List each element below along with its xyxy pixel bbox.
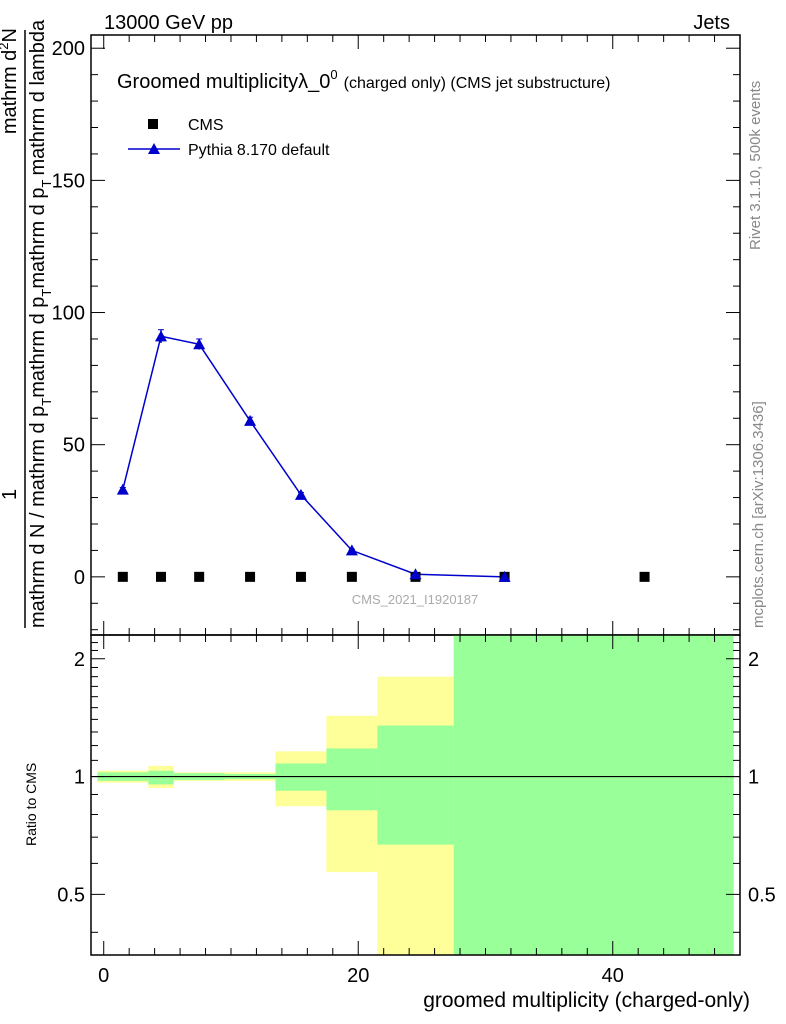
main-data-layer [116, 329, 650, 582]
ylabel-den-b: mathrm d p [27, 297, 49, 398]
ylabel-den-c-sub: T [39, 180, 54, 188]
ratio-y-tick-label-right: 0.5 [748, 884, 776, 906]
ylabel-den-b-sub: T [39, 289, 54, 297]
ratio-plot-frame [90, 634, 741, 956]
ylabel-den-c: mathrm d p [27, 188, 49, 289]
ratio-y-tick-label-right: 1 [748, 767, 759, 789]
pythia-data-point [294, 488, 307, 500]
main-y-tick-label: 100 [52, 303, 85, 325]
legend-pythia-label: Pythia 8.170 default [188, 142, 330, 159]
main-y-tick-label: 200 [52, 38, 85, 60]
cms-data-point [639, 571, 650, 582]
x-tick-label: 20 [347, 965, 369, 987]
plot-title: Groomed multiplicityλ_00 (charged only) (… [117, 67, 610, 93]
main-y-tick-label: 150 [52, 170, 85, 192]
ylabel-den-a-sub: T [39, 398, 54, 406]
pythia-data-point [244, 414, 257, 426]
ratio-band-green [453, 635, 734, 955]
ratio-y-tick-label: 0.5 [57, 884, 85, 906]
ratio-plot-panel: 0.5 0.51 12 20 20 40 Ratio to CMS groomed mul… [23, 634, 776, 1012]
cms-data-point [155, 571, 166, 582]
process-label: Jets [693, 12, 730, 34]
ratio-axis-ticks: 0.5 0.51 12 20 20 40 [57, 635, 776, 987]
legend-cms-marker [148, 119, 158, 129]
pythia-data-point [154, 330, 167, 342]
main-axis-ticks: 0 50 100 150 200 [52, 35, 740, 635]
ylabel-numerator: mathrm d2N [0, 28, 21, 134]
watermark: CMS_2021_I1920187 [352, 592, 479, 607]
pythia-data-point [409, 568, 422, 580]
pythia-data-point [193, 338, 206, 350]
plot-title-superscript: 0 [330, 67, 337, 82]
cms-data-point [117, 571, 128, 582]
energy-label: 13000 GeV pp [104, 12, 233, 34]
ratio-y-tick-label: 1 [74, 767, 85, 789]
cms-data-point [245, 571, 256, 582]
cms-data-point [194, 571, 205, 582]
legend-cms-label: CMS [188, 117, 224, 134]
pythia-data-point [345, 544, 358, 556]
mcplots-label: mcplots.cern.ch [arXiv:1306.3436] [750, 401, 767, 628]
plot-title-symbol: λ_0 [298, 71, 330, 93]
ratio-y-label: Ratio to CMS [23, 763, 39, 846]
legend: CMS Pythia 8.170 default [128, 117, 330, 159]
ratio-band-green [148, 770, 174, 785]
pythia-data-point [116, 483, 129, 495]
ylabel-num-top-rest: N [0, 28, 21, 42]
cms-data-point [346, 571, 357, 582]
ratio-band-green [377, 725, 454, 845]
ylabel-num-top: mathrm d [0, 50, 21, 134]
legend-pythia-marker [148, 143, 160, 154]
main-plot-panel: 0 50 100 150 200 CMS_2021_I1920187 Groomed m… [0, 19, 741, 636]
plot-title-main: Groomed multiplicity [117, 71, 298, 93]
ratio-y-tick-label: 2 [74, 649, 85, 671]
ylabel-num-top-sup: 2 [0, 42, 11, 49]
x-tick-label: 0 [98, 965, 109, 987]
rivet-label: Rivet 3.1.10, 500k events [747, 81, 764, 250]
ylabel-denominator: mathrm d N / mathrm d pTmathrm d pTmathr… [27, 19, 54, 628]
plot-title-suffix: (charged only) (CMS jet substructure) [344, 75, 611, 92]
ratio-band-green [326, 748, 378, 811]
ylabel-den-d: mathrm d lambda [27, 19, 49, 175]
main-y-tick-label: 50 [63, 435, 85, 457]
x-tick-label: 40 [602, 965, 624, 987]
ratio-y-tick-label-right: 2 [748, 649, 759, 671]
ylabel-den-a: mathrm d N / mathrm d p [27, 406, 49, 628]
cms-data-point [295, 571, 306, 582]
ylabel-one: 1 [0, 489, 21, 500]
ratio-bands-layer [91, 635, 740, 955]
pythia-line [122, 335, 505, 578]
x-axis-label: groomed multiplicity (charged-only) [423, 989, 750, 1012]
pythia-data-point [498, 570, 511, 582]
main-y-axis-label: mathrm d2N 1 mathrm d N / mathrm d pTmat… [0, 19, 54, 628]
main-y-tick-label: 0 [74, 567, 85, 589]
